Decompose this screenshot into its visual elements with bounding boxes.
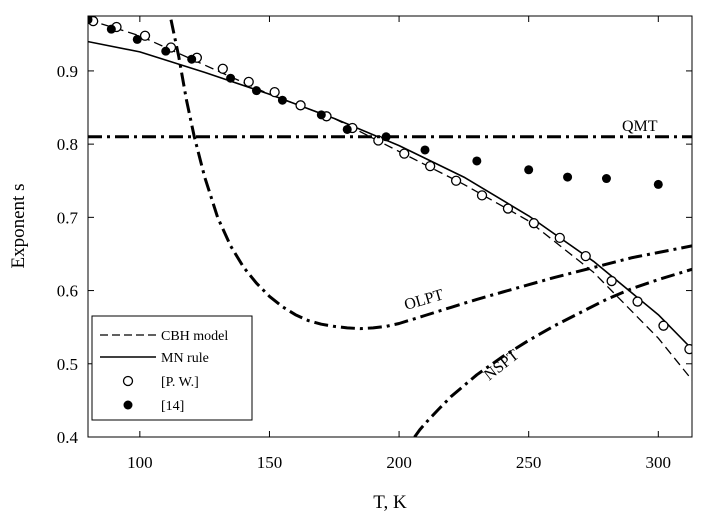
y-axis-label: Exponent s bbox=[8, 184, 29, 269]
data-point-p-w bbox=[580, 251, 591, 262]
series-line-olpt bbox=[169, 19, 692, 331]
x-tick-label: 200 bbox=[386, 453, 412, 472]
data-point-p-w bbox=[502, 203, 514, 214]
data-point-14 bbox=[226, 73, 236, 83]
data-point-14 bbox=[277, 95, 287, 105]
x-tick-label: 300 bbox=[646, 453, 672, 472]
annotation-nspt: NSPT bbox=[481, 347, 522, 385]
data-point-14 bbox=[601, 174, 611, 184]
data-point-14 bbox=[563, 172, 573, 182]
data-point-p-w bbox=[450, 175, 462, 186]
data-point-p-w bbox=[243, 76, 254, 88]
y-tick-label: 0.8 bbox=[57, 135, 78, 154]
series-line-nspt bbox=[413, 267, 692, 437]
data-point-p-w bbox=[476, 190, 488, 201]
data-point-p-w bbox=[139, 30, 151, 41]
legend-marker-14 bbox=[123, 400, 133, 410]
legend-box bbox=[91, 315, 253, 421]
axes: 100 150 200 250 300 0.4 0.5 0.6 0.7 0.8 0.9 bbox=[57, 15, 693, 472]
legend-label-cbh: CBH model bbox=[161, 329, 228, 344]
y-tick-label: 0.4 bbox=[57, 428, 79, 447]
data-point-p-w bbox=[632, 296, 643, 307]
data-point-p-w bbox=[658, 320, 669, 331]
data-point-14 bbox=[420, 145, 430, 155]
data-point-14 bbox=[316, 110, 326, 120]
x-tick-label: 250 bbox=[516, 453, 542, 472]
legend: CBH model MN rule [P. W.] [14] bbox=[91, 315, 253, 421]
data-point-p-w bbox=[269, 86, 280, 98]
y-tick-label: 0.7 bbox=[57, 208, 79, 227]
data-point-p-w bbox=[684, 343, 692, 355]
x-axis-label: T, K bbox=[373, 492, 407, 513]
data-point-14 bbox=[88, 16, 93, 25]
plot-frame bbox=[87, 15, 693, 438]
legend-label-14: [14] bbox=[161, 399, 184, 414]
data-point-p-w bbox=[554, 232, 565, 243]
data-point-p-w bbox=[295, 100, 306, 111]
data-point-14 bbox=[106, 24, 116, 34]
annotation-qmt: QMT bbox=[622, 118, 658, 135]
data-point-14 bbox=[161, 46, 171, 56]
data-point-14 bbox=[251, 86, 261, 96]
series-line-cbh-model bbox=[88, 19, 692, 381]
plot-area bbox=[88, 16, 692, 437]
series-line-mn-rule bbox=[88, 40, 692, 350]
data-point-14 bbox=[653, 179, 663, 189]
data-point-p-w bbox=[528, 218, 540, 229]
legend-label-pw: [P. W.] bbox=[161, 375, 199, 390]
y-tick-label: 0.6 bbox=[57, 282, 78, 301]
data-point-14 bbox=[187, 54, 197, 64]
legend-label-mn: MN rule bbox=[161, 351, 209, 366]
data-point-p-w bbox=[399, 148, 410, 159]
data-point-14 bbox=[132, 34, 142, 44]
x-tick-label: 100 bbox=[127, 453, 153, 472]
x-tick-label: 150 bbox=[257, 453, 283, 472]
data-point-p-w bbox=[217, 63, 228, 74]
y-tick-label: 0.5 bbox=[57, 355, 78, 374]
data-point-p-w bbox=[425, 160, 436, 172]
data-point-p-w bbox=[606, 275, 617, 287]
legend-marker-pw bbox=[122, 375, 134, 387]
data-point-14 bbox=[342, 124, 352, 134]
data-point-14 bbox=[472, 156, 482, 166]
y-tick-label: 0.9 bbox=[57, 62, 78, 81]
data-point-14 bbox=[524, 165, 534, 175]
